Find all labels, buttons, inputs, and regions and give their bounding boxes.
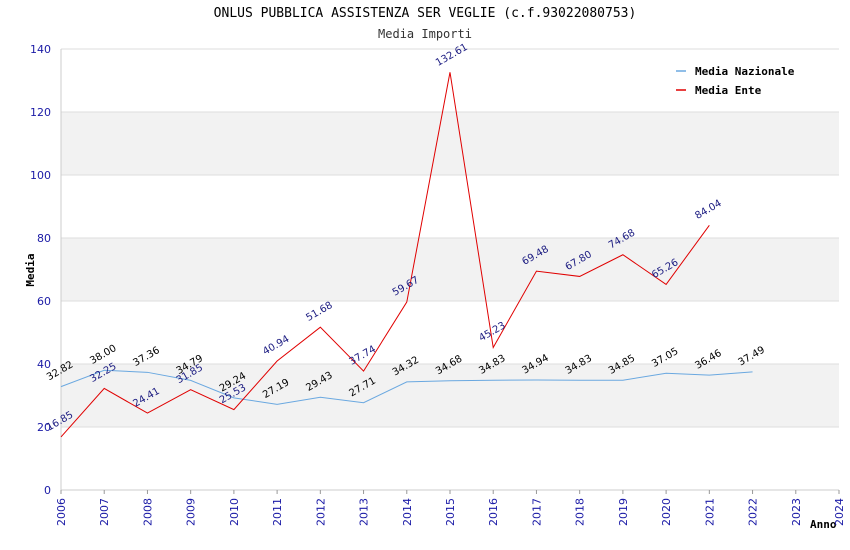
x-axis-label: Anno [810, 518, 837, 531]
y-tick-label: 100 [30, 169, 51, 182]
x-tick-label: 2008 [141, 498, 154, 526]
x-tick-label: 2018 [574, 498, 587, 526]
grid-band [61, 112, 839, 175]
x-tick-label: 2021 [703, 498, 716, 526]
data-label: 132.61 [434, 42, 470, 69]
x-tick-label: 2017 [530, 498, 543, 526]
x-tick-label: 2006 [55, 498, 68, 526]
x-tick-label: 2016 [487, 498, 500, 526]
chart-subtitle: Media Importi [378, 27, 472, 41]
x-tick-label: 2019 [617, 498, 630, 526]
y-tick-label: 120 [30, 106, 51, 119]
data-label: 84.04 [693, 198, 723, 222]
x-tick-label: 2023 [790, 498, 803, 526]
y-tick-label: 40 [37, 358, 51, 371]
grid-band [61, 364, 839, 427]
series-line-media-nazionale [60, 369, 753, 405]
x-tick-label: 2020 [660, 498, 673, 526]
legend-label: Media Ente [695, 84, 762, 97]
x-tick-label: 2024 [833, 498, 846, 526]
x-tick-label: 2013 [358, 498, 371, 526]
series-line-media-ente [60, 72, 710, 438]
x-tick-label: 2022 [747, 498, 760, 526]
y-tick-label: 140 [30, 43, 51, 56]
x-tick-label: 2007 [98, 498, 111, 526]
chart-title: ONLUS PUBBLICA ASSISTENZA SER VEGLIE (c.… [213, 6, 637, 21]
x-tick-label: 2014 [401, 498, 414, 526]
data-label: 51.68 [304, 300, 334, 324]
x-tick-label: 2015 [444, 498, 457, 526]
y-tick-label: 60 [37, 295, 51, 308]
x-tick-label: 2011 [271, 498, 284, 526]
y-tick-label: 80 [37, 232, 51, 245]
x-tick-label: 2010 [228, 498, 241, 526]
x-tick-label: 2009 [185, 498, 198, 526]
data-label: 16.85 [45, 410, 75, 434]
y-tick-label: 20 [37, 421, 51, 434]
data-label: 40.94 [261, 334, 291, 358]
grid-band [61, 238, 839, 301]
y-axis-label: Media [24, 253, 37, 286]
legend-label: Media Nazionale [695, 65, 795, 78]
y-tick-label: 0 [44, 484, 51, 497]
x-tick-label: 2012 [314, 498, 327, 526]
